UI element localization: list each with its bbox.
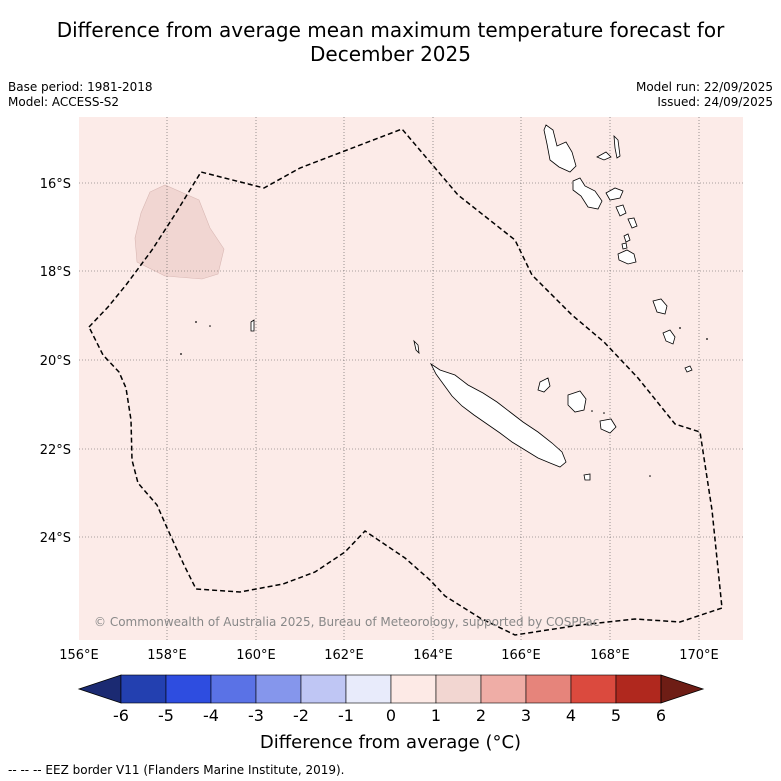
meta-right: Model run: 22/09/2025 Issued: 24/09/2025: [636, 80, 773, 110]
colorbar-bin: [300, 674, 347, 704]
island-pentecost-south: [605, 187, 624, 201]
island-grande-terre: [429, 362, 567, 468]
lat-label-16s: 16°S: [40, 177, 71, 192]
colorbar-bin: [345, 674, 392, 704]
island-efate: [617, 249, 637, 265]
colorbar-tick-label: -6: [113, 706, 129, 725]
lon-label-158e: 158°E: [147, 648, 187, 663]
colorbar-over-arrow: [660, 674, 705, 704]
colorbar-tick-label: 2: [475, 706, 487, 725]
island-lifou: [567, 390, 587, 413]
lat-label-22s: 22°S: [40, 443, 71, 458]
island-ouvea: [537, 377, 551, 393]
colorbar-under-arrow: [77, 674, 122, 704]
island-belep: [413, 339, 420, 355]
lon-label-170e: 170°E: [679, 648, 719, 663]
island-erromango: [652, 298, 668, 315]
colorbar-tick-label: 1: [430, 706, 442, 725]
colorbar-bin: [165, 674, 212, 704]
title-line-1: Difference from average mean maximum tem…: [56, 18, 725, 42]
island-malakula: [572, 177, 603, 210]
colorbar-bin: [210, 674, 257, 704]
island-dot-8: [591, 410, 593, 412]
anomaly-patch-warm: [134, 184, 225, 280]
island-small-vanuatu: [623, 233, 631, 243]
island-dot-2: [209, 325, 211, 327]
colorbar-bin: [480, 674, 527, 704]
chart-title: Difference from average mean maximum tem…: [0, 18, 781, 66]
island-maewo: [613, 134, 621, 159]
island-dot-5: [706, 338, 708, 340]
colorbar-bin: [615, 674, 662, 704]
lat-label-20s: 20°S: [40, 354, 71, 369]
model-run: Model run: 22/09/2025: [635, 80, 773, 94]
colorbar-bin: [435, 674, 482, 704]
island-ambae: [596, 151, 612, 161]
island-aneityum: [684, 365, 693, 373]
base-period: Base period: 1981-2018: [8, 80, 153, 94]
meta-left: Base period: 1981-2018 Model: ACCESS-S2: [8, 80, 153, 110]
island-small-vanuatu-2: [621, 242, 628, 250]
footnote: -- -- -- EEZ border V11 (Flanders Marine…: [8, 763, 345, 777]
colorbar-tick-label: 4: [565, 706, 577, 725]
island-dot-4: [649, 475, 651, 477]
title-line-2: December 2025: [310, 42, 471, 66]
colorbar-title: Difference from average (°C): [259, 732, 522, 753]
colorbar-tick-label: -2: [293, 706, 309, 725]
island-tanna: [662, 329, 676, 345]
colorbar-tick-label: -1: [338, 706, 354, 725]
colorbar-bin: [120, 674, 167, 704]
island-small-1: [250, 319, 255, 332]
eez-border: [88, 128, 723, 636]
colorbar-bin: [390, 674, 437, 704]
issued-date: Issued: 24/09/2025: [657, 95, 773, 109]
lat-label-24s: 24°S: [40, 531, 71, 546]
lon-label-164e: 164°E: [413, 648, 453, 663]
island-dot-3: [180, 353, 182, 355]
island-shepherd: [627, 217, 638, 229]
colorbar-tick-label: 0: [385, 706, 397, 725]
island-espiritu-santo: [543, 124, 577, 173]
colorbar-bin: [570, 674, 617, 704]
island-dot-1: [195, 321, 197, 323]
colorbar-tick-label: -4: [203, 706, 219, 725]
island-pines: [583, 473, 591, 481]
island-mare: [599, 418, 617, 434]
lon-label-156e: 156°E: [59, 648, 99, 663]
colorbar-bin: [255, 674, 302, 704]
colorbar-tick-label: -3: [248, 706, 264, 725]
lon-label-162e: 162°E: [324, 648, 364, 663]
lon-label-160e: 160°E: [236, 648, 276, 663]
model-name: Model: ACCESS-S2: [8, 95, 120, 109]
colorbar-tick-label: -5: [158, 706, 174, 725]
lon-label-168e: 168°E: [590, 648, 630, 663]
island-dot-6: [679, 327, 681, 329]
colorbar-tick-label: 6: [655, 706, 667, 725]
lon-label-166e: 166°E: [501, 648, 541, 663]
colorbar-tick-label: 3: [520, 706, 532, 725]
colorbar-tick-label: 5: [610, 706, 622, 725]
colorbar: [77, 674, 705, 704]
copyright-notice: © Commonwealth of Australia 2025, Bureau…: [94, 615, 599, 629]
colorbar-bin: [525, 674, 572, 704]
island-epi: [615, 204, 627, 217]
lat-label-18s: 18°S: [40, 265, 71, 280]
island-dot-7: [603, 412, 605, 414]
